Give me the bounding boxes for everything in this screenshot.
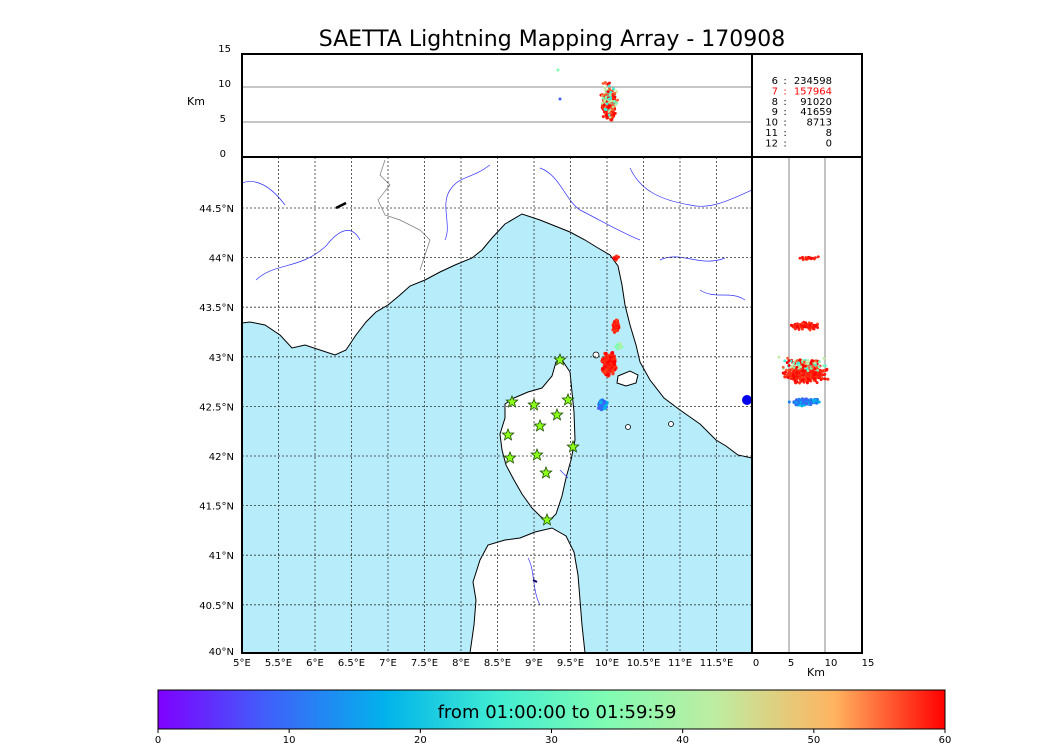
lat-tick-label: 40.5°N	[199, 601, 234, 612]
alt-tick-15: 15	[218, 44, 231, 55]
lat-tick-label: 43.5°N	[199, 303, 234, 314]
star-icon	[553, 352, 567, 366]
side-sources	[752, 255, 830, 408]
elba-island	[616, 370, 639, 387]
lon-tick-label: 10°E	[595, 658, 619, 669]
star-icon	[539, 465, 553, 479]
station-count-sep: :	[783, 86, 786, 97]
borders	[377, 159, 431, 271]
lon-tick-label: 5°E	[233, 658, 251, 669]
lon-tick-label: 7°E	[379, 658, 397, 669]
station-count-value: 234598	[794, 76, 832, 87]
lon-tick-label: 8.5°E	[484, 658, 511, 669]
figure-title: SAETTA Lightning Mapping Array - 170908	[319, 27, 786, 52]
star-icon	[561, 392, 575, 406]
side-axis-label: Km	[807, 666, 825, 679]
station-count-num: 10	[765, 118, 778, 129]
colorbar-tick: 50	[807, 735, 820, 746]
station-count-value: 91020	[800, 97, 832, 108]
lat-tick-label: 44.5°N	[199, 204, 234, 215]
station-count-value: 41659	[800, 107, 832, 118]
star-icon	[501, 427, 515, 441]
lon-tick-label: 9.5°E	[557, 658, 584, 669]
lon-tick-label: 5.5°E	[265, 658, 292, 669]
colorbar: from 01:00:00 to 01:59:59 0 10 20 30 40 50 60	[155, 689, 952, 746]
map-panel: 5°E 5.5°E 6°E 6.5°E 7°E 7.5°E 8°E 8.5°E 9°E 9.5°E…	[199, 156, 753, 669]
star-icon	[530, 447, 544, 461]
lat-tick-label: 42.5°N	[199, 402, 234, 413]
station-count-sep: :	[783, 118, 786, 129]
colorbar-tick: 10	[283, 735, 296, 746]
alt-axis-label: Km	[187, 95, 205, 108]
altitude-panel: 15 10 5 0 Km	[187, 44, 753, 160]
lon-tick-label: 11.5°E	[700, 658, 734, 669]
side-altitude-panel: 0 5 10 15 Km	[751, 156, 875, 679]
colorbar-label: from 01:00:00 to 01:59:59	[438, 702, 677, 723]
lon-tick-label: 9°E	[525, 658, 543, 669]
star-icon	[503, 450, 517, 464]
station-count-num: 7	[772, 86, 778, 97]
station-count-num: 12	[765, 138, 778, 149]
station-count-value: 0	[826, 138, 832, 149]
alt-tick-10: 10	[218, 79, 231, 90]
lat-tick-label: 43°N	[209, 353, 234, 364]
side-tick-5: 5	[788, 658, 794, 669]
sardinia-island	[469, 527, 586, 653]
station-markers	[501, 352, 580, 526]
station-count-num: 11	[765, 128, 778, 139]
station-count-num: 8	[772, 97, 778, 108]
colorbar-tick: 60	[939, 735, 952, 746]
alt-tick-5: 5	[220, 114, 226, 125]
station-count-value: 157964	[794, 86, 832, 97]
station-count-sep: :	[783, 76, 786, 87]
mainland-land	[242, 157, 752, 459]
colorbar-tick: 40	[676, 735, 689, 746]
star-icon	[533, 418, 547, 432]
station-count-sep: :	[783, 128, 786, 139]
colorbar-tick: 20	[414, 735, 427, 746]
star-icon	[540, 512, 554, 526]
lon-tick-label: 11°E	[668, 658, 692, 669]
station-count-sep: :	[783, 138, 786, 149]
station-count-sep: :	[783, 97, 786, 108]
colorbar-tick: 0	[155, 735, 161, 746]
star-icon	[505, 394, 519, 408]
lat-tick-label: 41°N	[209, 551, 234, 562]
lon-tick-label: 8°E	[452, 658, 470, 669]
lon-tick-label: 10.5°E	[627, 658, 661, 669]
colorbar-tick: 30	[545, 735, 558, 746]
station-count-value: 8713	[807, 118, 832, 129]
star-icon	[550, 407, 564, 421]
side-tick-10: 10	[825, 658, 838, 669]
lon-tick-label: 6°E	[306, 658, 324, 669]
lon-tick-label: 7.5°E	[411, 658, 438, 669]
side-tick-15: 15	[862, 658, 875, 669]
lat-tick-label: 41.5°N	[199, 502, 234, 513]
lat-tick-label: 40°N	[209, 647, 234, 658]
station-count-box: 6:2345987:1579648:910209:4165910:871311:…	[751, 53, 863, 158]
station-count-sep: :	[783, 107, 786, 118]
lat-tick-label: 42°N	[209, 452, 234, 463]
lat-tick-label: 44°N	[209, 254, 234, 265]
lon-tick-label: 6.5°E	[338, 658, 365, 669]
corsica-island	[499, 359, 576, 523]
station-count-value: 8	[826, 128, 832, 139]
station-count-num: 6	[772, 76, 778, 87]
lightning-sources	[597, 254, 752, 412]
altitude-sources	[556, 68, 620, 122]
side-tick-0: 0	[753, 658, 759, 669]
station-count-num: 9	[772, 107, 778, 118]
star-icon	[566, 439, 580, 453]
star-icon	[527, 397, 541, 411]
alt-tick-0: 0	[220, 149, 226, 160]
colorbar-gradient	[157, 689, 946, 730]
